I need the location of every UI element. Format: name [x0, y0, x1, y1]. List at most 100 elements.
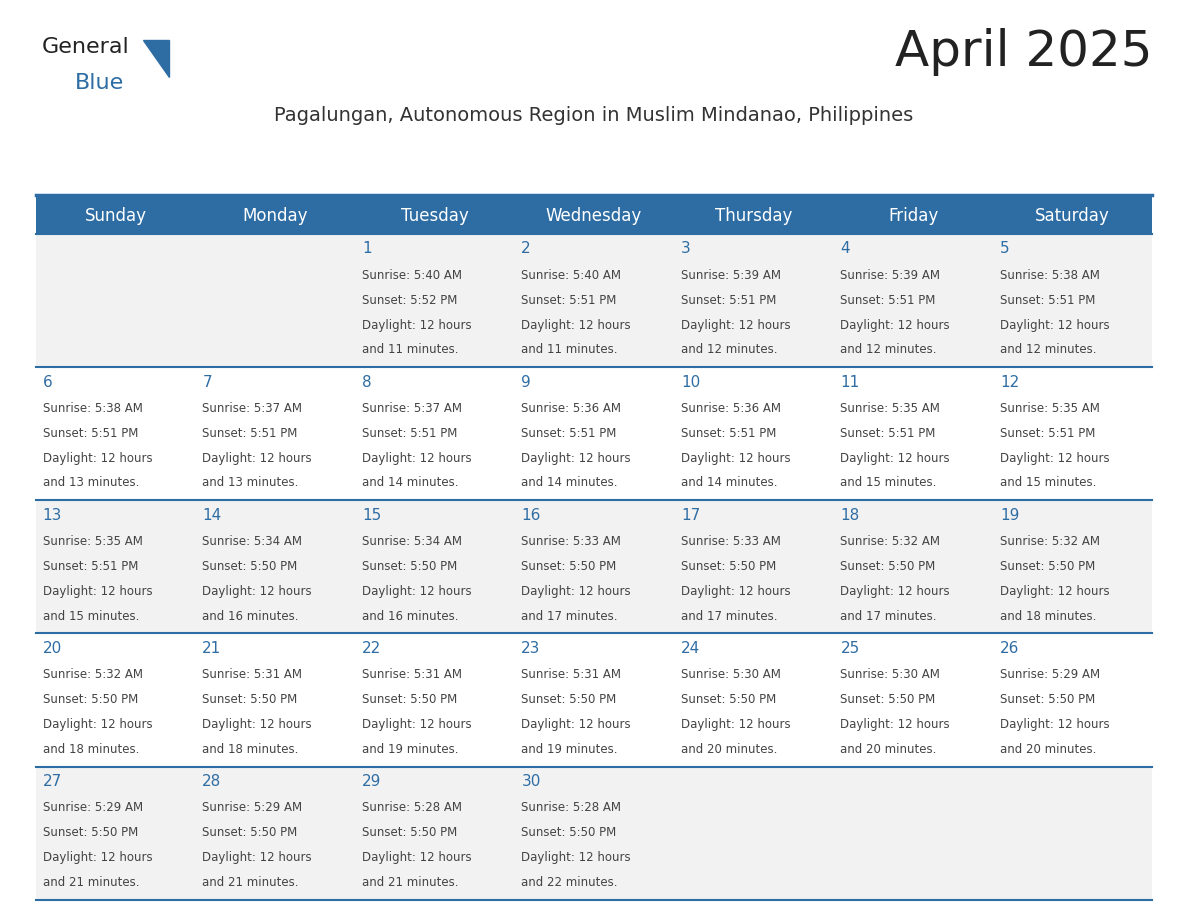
Bar [674, 367, 833, 500]
Bar [514, 500, 674, 633]
Text: and 14 minutes.: and 14 minutes. [362, 476, 459, 489]
Text: Sunrise: 5:28 AM: Sunrise: 5:28 AM [362, 801, 462, 814]
Text: Sunrise: 5:35 AM: Sunrise: 5:35 AM [840, 402, 940, 415]
Text: Sunset: 5:50 PM: Sunset: 5:50 PM [362, 826, 457, 839]
Bar [993, 500, 1152, 633]
Text: Sunset: 5:51 PM: Sunset: 5:51 PM [522, 294, 617, 307]
Text: Daylight: 12 hours: Daylight: 12 hours [681, 452, 790, 465]
Text: Sunset: 5:50 PM: Sunset: 5:50 PM [202, 560, 297, 573]
Bar [674, 633, 833, 767]
Bar [993, 767, 1152, 900]
Bar [514, 197, 674, 234]
Text: Wednesday: Wednesday [545, 207, 643, 225]
Text: and 13 minutes.: and 13 minutes. [43, 476, 139, 489]
Text: and 15 minutes.: and 15 minutes. [43, 610, 139, 622]
Text: Daylight: 12 hours: Daylight: 12 hours [202, 851, 312, 864]
Text: Daylight: 12 hours: Daylight: 12 hours [202, 585, 312, 598]
Bar [36, 633, 195, 767]
Text: 1: 1 [362, 241, 372, 256]
Text: General: General [42, 37, 129, 57]
Text: Daylight: 12 hours: Daylight: 12 hours [1000, 585, 1110, 598]
Text: and 12 minutes.: and 12 minutes. [681, 343, 777, 356]
Text: 13: 13 [43, 508, 62, 522]
Bar [355, 767, 514, 900]
Text: Sunset: 5:50 PM: Sunset: 5:50 PM [362, 693, 457, 706]
Text: and 21 minutes.: and 21 minutes. [43, 876, 139, 889]
Text: Sunrise: 5:31 AM: Sunrise: 5:31 AM [362, 668, 462, 681]
Text: 12: 12 [1000, 375, 1019, 389]
Bar [195, 500, 355, 633]
Text: 24: 24 [681, 641, 700, 655]
Text: and 22 minutes.: and 22 minutes. [522, 876, 618, 889]
Text: 10: 10 [681, 375, 700, 389]
Text: Sunset: 5:51 PM: Sunset: 5:51 PM [681, 294, 776, 307]
Bar [195, 234, 355, 367]
Text: Daylight: 12 hours: Daylight: 12 hours [362, 851, 472, 864]
Text: Sunset: 5:50 PM: Sunset: 5:50 PM [840, 560, 936, 573]
Text: and 17 minutes.: and 17 minutes. [840, 610, 937, 622]
Text: Sunset: 5:50 PM: Sunset: 5:50 PM [681, 560, 776, 573]
Text: 20: 20 [43, 641, 62, 655]
Text: Daylight: 12 hours: Daylight: 12 hours [43, 452, 152, 465]
Bar [195, 633, 355, 767]
Bar [355, 197, 514, 234]
Text: 26: 26 [1000, 641, 1019, 655]
Text: Sunset: 5:50 PM: Sunset: 5:50 PM [522, 826, 617, 839]
Bar [993, 367, 1152, 500]
Text: Sunset: 5:50 PM: Sunset: 5:50 PM [1000, 560, 1095, 573]
Text: and 12 minutes.: and 12 minutes. [840, 343, 937, 356]
Text: and 14 minutes.: and 14 minutes. [522, 476, 618, 489]
Text: Sunset: 5:51 PM: Sunset: 5:51 PM [840, 294, 936, 307]
Text: Sunrise: 5:33 AM: Sunrise: 5:33 AM [681, 535, 781, 548]
Text: Sunrise: 5:32 AM: Sunrise: 5:32 AM [43, 668, 143, 681]
Text: Sunset: 5:51 PM: Sunset: 5:51 PM [681, 427, 776, 440]
Text: and 21 minutes.: and 21 minutes. [202, 876, 299, 889]
Text: Sunrise: 5:28 AM: Sunrise: 5:28 AM [522, 801, 621, 814]
Bar [36, 197, 195, 234]
Text: Sunset: 5:51 PM: Sunset: 5:51 PM [1000, 294, 1095, 307]
Text: Sunrise: 5:29 AM: Sunrise: 5:29 AM [202, 801, 303, 814]
Bar [833, 197, 993, 234]
Text: and 12 minutes.: and 12 minutes. [1000, 343, 1097, 356]
Polygon shape [143, 40, 169, 77]
Text: Sunset: 5:50 PM: Sunset: 5:50 PM [43, 693, 138, 706]
Text: 4: 4 [840, 241, 851, 256]
Text: Daylight: 12 hours: Daylight: 12 hours [202, 718, 312, 731]
Text: and 17 minutes.: and 17 minutes. [522, 610, 618, 622]
Text: Sunset: 5:51 PM: Sunset: 5:51 PM [43, 427, 138, 440]
Text: Sunset: 5:50 PM: Sunset: 5:50 PM [681, 693, 776, 706]
Bar [355, 633, 514, 767]
Text: 14: 14 [202, 508, 221, 522]
Text: and 16 minutes.: and 16 minutes. [202, 610, 299, 622]
Text: Sunrise: 5:32 AM: Sunrise: 5:32 AM [1000, 535, 1100, 548]
Text: Daylight: 12 hours: Daylight: 12 hours [840, 585, 950, 598]
Text: Sunrise: 5:38 AM: Sunrise: 5:38 AM [43, 402, 143, 415]
Text: and 13 minutes.: and 13 minutes. [202, 476, 298, 489]
Text: Daylight: 12 hours: Daylight: 12 hours [522, 585, 631, 598]
Text: Sunset: 5:50 PM: Sunset: 5:50 PM [522, 560, 617, 573]
Text: and 20 minutes.: and 20 minutes. [840, 743, 937, 756]
Bar [833, 367, 993, 500]
Text: and 15 minutes.: and 15 minutes. [840, 476, 937, 489]
Text: Daylight: 12 hours: Daylight: 12 hours [681, 718, 790, 731]
Text: Sunset: 5:50 PM: Sunset: 5:50 PM [1000, 693, 1095, 706]
Text: Daylight: 12 hours: Daylight: 12 hours [1000, 319, 1110, 331]
Text: Sunset: 5:51 PM: Sunset: 5:51 PM [43, 560, 138, 573]
Text: Sunrise: 5:39 AM: Sunrise: 5:39 AM [681, 269, 781, 282]
Bar [36, 234, 195, 367]
Bar [514, 767, 674, 900]
Text: Sunset: 5:51 PM: Sunset: 5:51 PM [840, 427, 936, 440]
Text: Sunrise: 5:35 AM: Sunrise: 5:35 AM [43, 535, 143, 548]
Text: Daylight: 12 hours: Daylight: 12 hours [202, 452, 312, 465]
Text: and 20 minutes.: and 20 minutes. [1000, 743, 1097, 756]
Text: and 11 minutes.: and 11 minutes. [362, 343, 459, 356]
Bar [195, 767, 355, 900]
Bar [993, 234, 1152, 367]
Text: and 18 minutes.: and 18 minutes. [1000, 610, 1097, 622]
Text: Daylight: 12 hours: Daylight: 12 hours [840, 452, 950, 465]
Text: Sunrise: 5:30 AM: Sunrise: 5:30 AM [840, 668, 940, 681]
Text: Sunrise: 5:33 AM: Sunrise: 5:33 AM [522, 535, 621, 548]
Text: Sunrise: 5:35 AM: Sunrise: 5:35 AM [1000, 402, 1100, 415]
Text: Pagalungan, Autonomous Region in Muslim Mindanao, Philippines: Pagalungan, Autonomous Region in Muslim … [274, 106, 914, 125]
Text: 17: 17 [681, 508, 700, 522]
